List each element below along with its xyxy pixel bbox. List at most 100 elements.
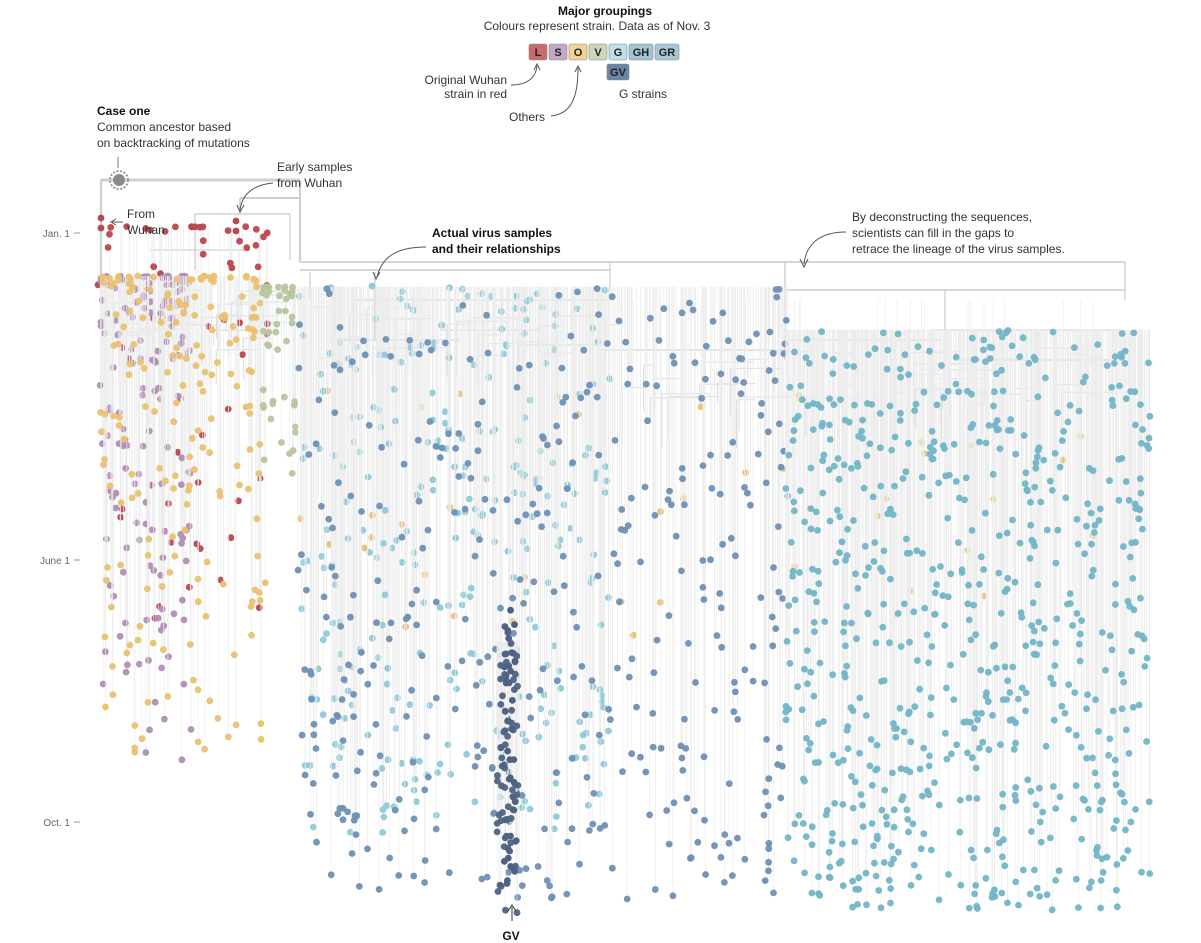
sample-point (811, 628, 818, 636)
sample-point (381, 506, 389, 514)
sample-point (1127, 388, 1134, 395)
sample-point (679, 767, 687, 774)
sample-point (1095, 728, 1102, 735)
sample-point (533, 510, 541, 518)
sample-point (444, 741, 452, 749)
sample-point (123, 442, 131, 449)
sample-point (1031, 356, 1039, 364)
common-ancestor-icon (109, 170, 129, 190)
sample-point (1033, 453, 1041, 461)
sample-point (574, 288, 581, 296)
sample-point (182, 301, 190, 309)
sample-point (972, 356, 979, 363)
sample-point-gv (501, 707, 509, 715)
sample-point (380, 540, 387, 547)
sample-point (158, 583, 166, 590)
sample-point (825, 848, 833, 856)
sample-point (687, 854, 695, 862)
sample-point (758, 400, 766, 407)
sample-point (411, 561, 419, 569)
sample-point (814, 527, 821, 534)
early-wuhan-sample (97, 214, 105, 222)
sample-point (319, 387, 327, 395)
sample-point (257, 736, 265, 743)
sample-point (325, 515, 333, 523)
sample-point (834, 455, 842, 462)
sample-point (667, 501, 675, 509)
sample-point-gv (505, 679, 513, 687)
sample-point (829, 830, 836, 837)
sample-point (148, 526, 156, 534)
sample-point (395, 872, 403, 879)
sample-point (497, 701, 505, 708)
legend-note-g: G strains (619, 87, 667, 101)
sample-point (744, 489, 751, 497)
sample-point (131, 748, 139, 756)
sample-point (117, 561, 124, 569)
sample-point (282, 307, 289, 315)
sample-point (872, 872, 880, 880)
sample-point (921, 604, 929, 612)
sample-point (855, 874, 863, 882)
sample-point (373, 554, 381, 562)
sample-point (871, 859, 878, 867)
sample-point (730, 708, 738, 716)
sample-point (719, 309, 727, 317)
sample-point (1007, 416, 1015, 423)
sample-point (982, 509, 989, 517)
sample-point (178, 756, 186, 764)
sample-point (395, 796, 403, 803)
sample-point (181, 526, 189, 534)
sample-point (832, 558, 840, 566)
sample-point (109, 663, 116, 670)
sample-point (1073, 610, 1081, 617)
sample-point (236, 481, 243, 489)
sample-point (813, 598, 820, 606)
sample-point (889, 769, 896, 777)
sample-point-gv (509, 696, 516, 704)
sample-point (1143, 442, 1151, 449)
sample-point (564, 838, 571, 846)
sample-point (140, 292, 148, 299)
sample-point (1028, 622, 1036, 630)
sample-point (809, 426, 817, 433)
legend-key-l: L (528, 43, 548, 61)
sample-point (757, 412, 765, 419)
sample-point (106, 582, 114, 589)
case-one-title: Case one (97, 104, 151, 118)
sample-point (498, 754, 506, 762)
sample-point (495, 811, 503, 819)
sample-point (1121, 360, 1129, 367)
sample-point (801, 665, 808, 673)
sample-point (877, 565, 884, 572)
sample-point (946, 471, 953, 479)
sample-point (851, 778, 859, 786)
sample-point (1036, 784, 1043, 792)
sample-point (1138, 868, 1145, 876)
sample-point (707, 451, 714, 459)
sample-point (507, 839, 515, 847)
sample-point (766, 328, 774, 336)
sample-point (138, 735, 146, 743)
sample-point (413, 621, 420, 629)
sample-point-gv (504, 717, 512, 725)
sample-point (1103, 362, 1111, 369)
sample-point (619, 768, 626, 776)
sample-point (1006, 716, 1014, 724)
sample-point (912, 400, 920, 408)
sample-point (337, 743, 345, 751)
sample-point (820, 718, 827, 725)
early-samples-arrow (239, 182, 274, 211)
sample-point (590, 790, 598, 797)
sample-point (526, 615, 534, 623)
sample-point (630, 631, 637, 639)
sample-point (808, 823, 816, 831)
sample-point (122, 619, 129, 627)
sample-point (550, 825, 558, 833)
sample-point (1046, 477, 1054, 485)
sample-point (1004, 899, 1011, 907)
sample-point (1012, 784, 1020, 791)
sample-point (649, 710, 657, 717)
sample-point (557, 684, 565, 692)
sample-point (781, 340, 789, 348)
